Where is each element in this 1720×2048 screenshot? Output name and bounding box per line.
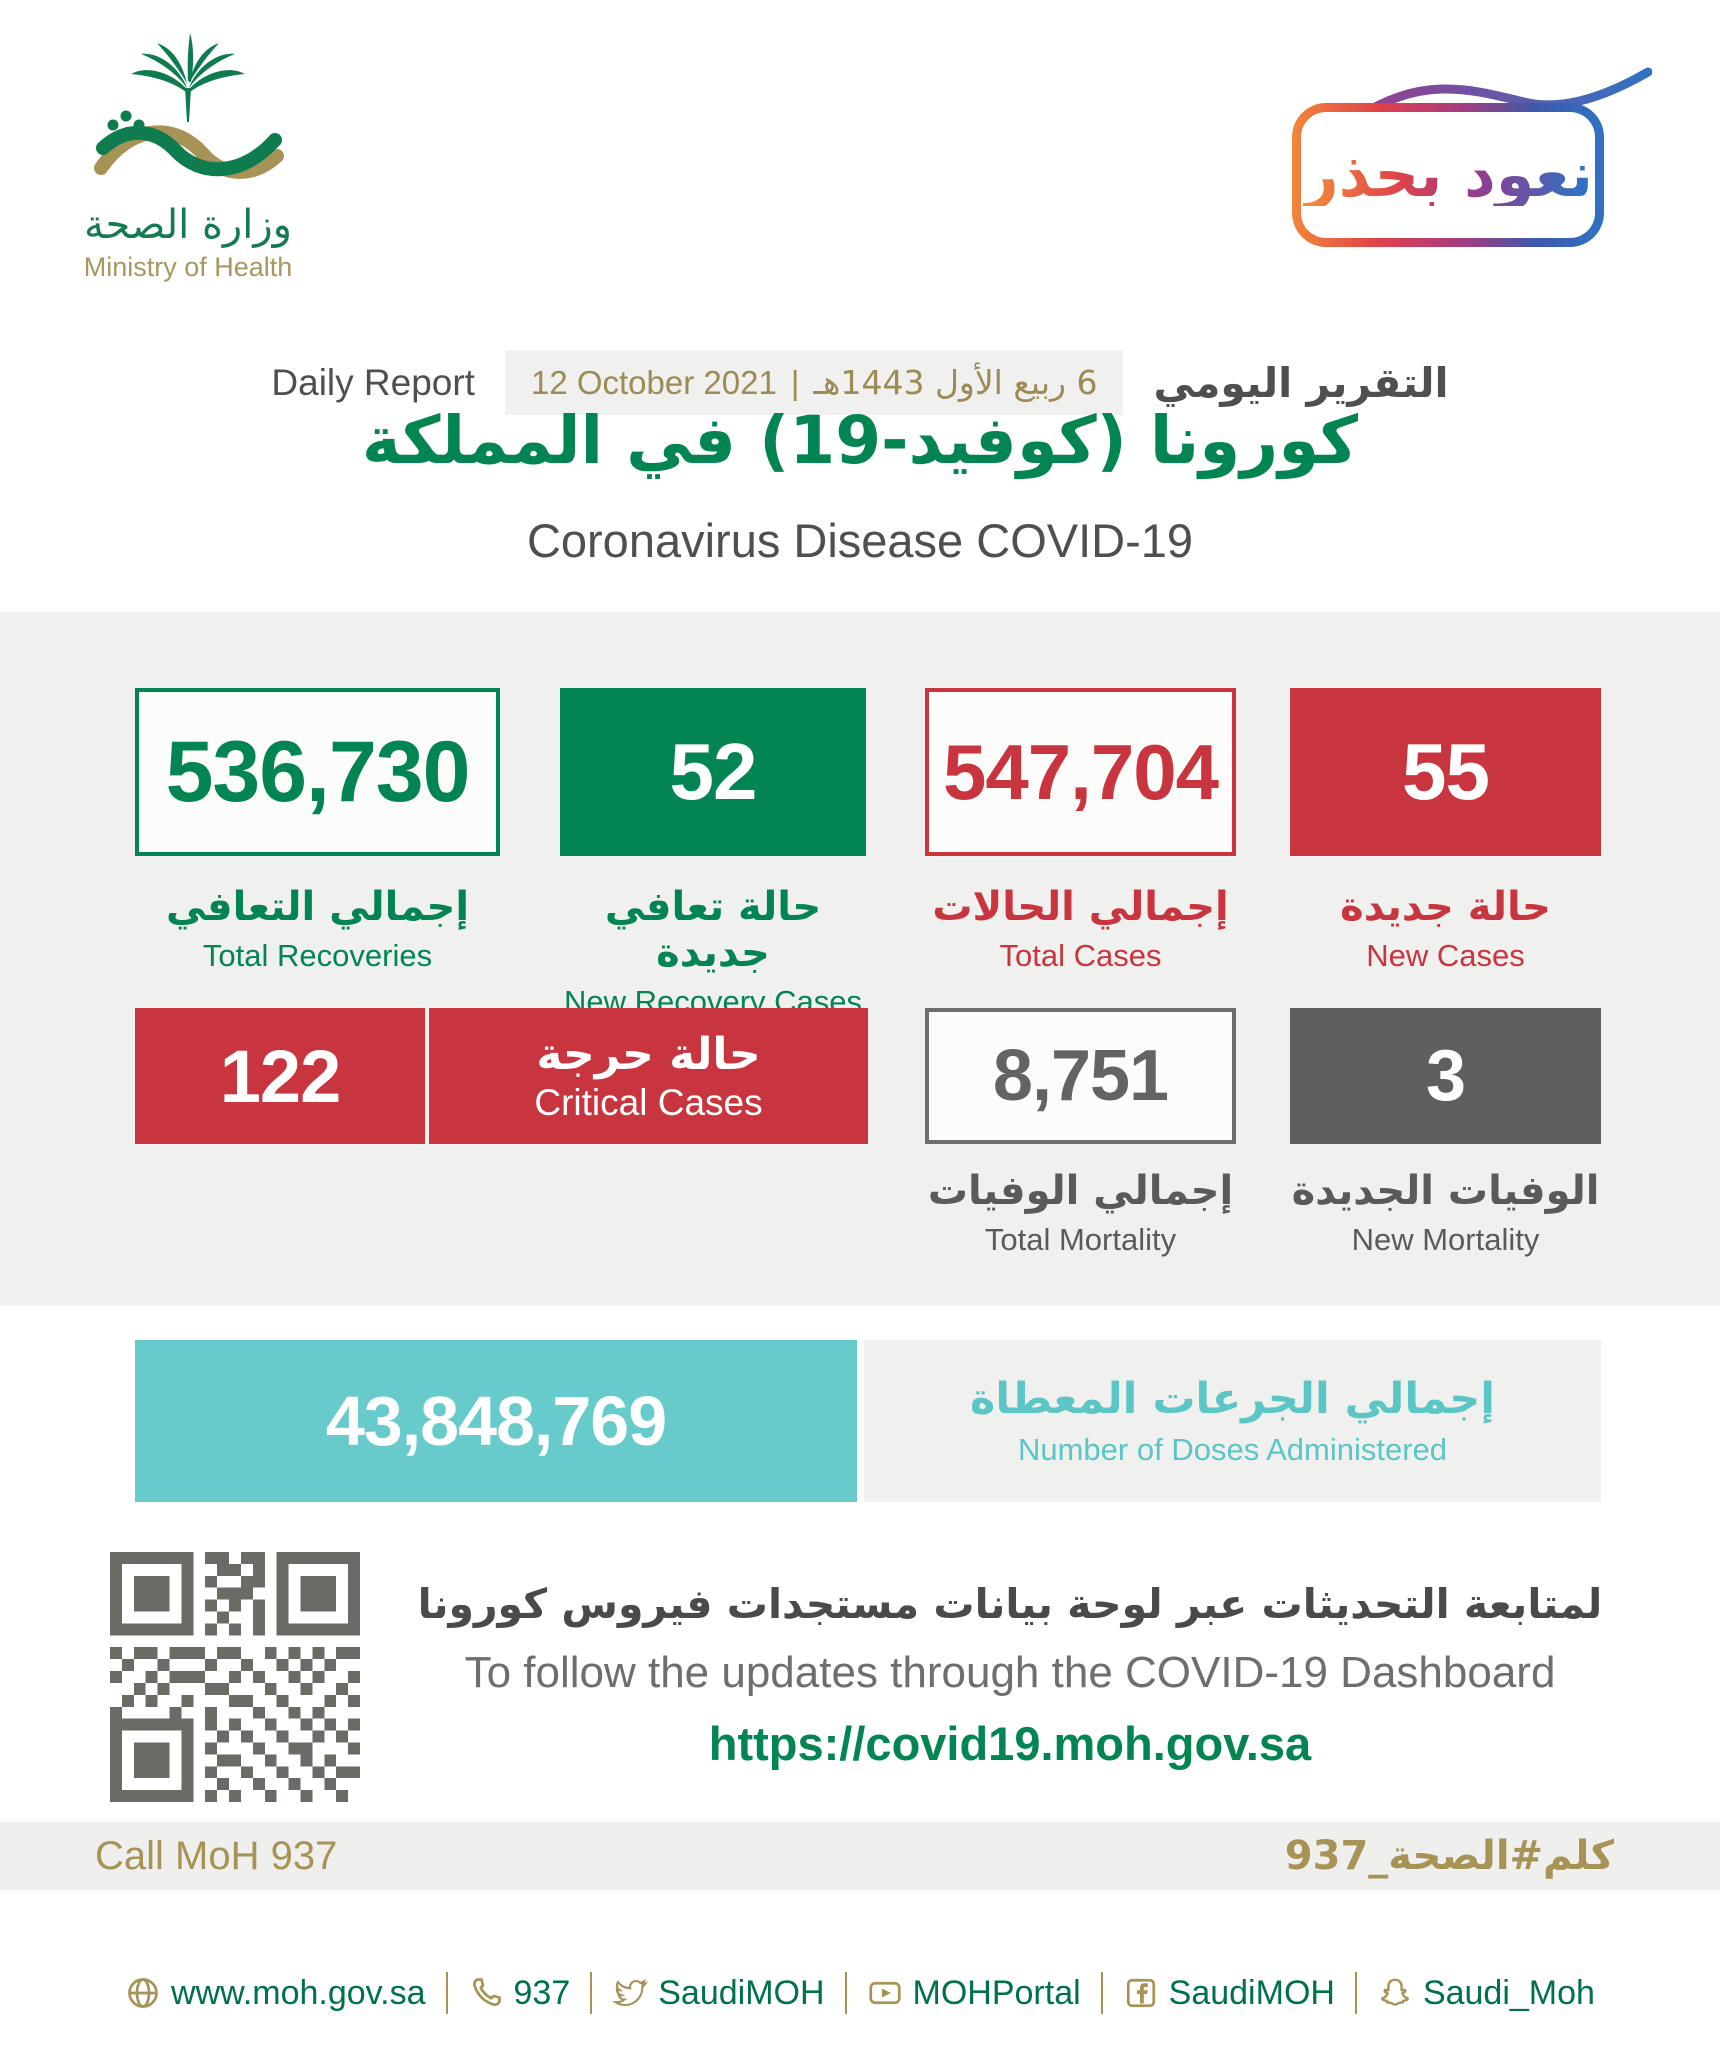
youtube-icon [868,1981,901,2005]
total-recoveries-value: 536,730 [135,688,500,856]
doses-banner: 43,848,769 إجمالي الجرعات المعطاة Number… [135,1340,1601,1502]
doses-label-en: Number of Doses Administered [1017,1432,1448,1467]
dashboard-note-en: To follow the updates through the COVID-… [464,1648,1556,1697]
logo-title-arabic: وزارة الصحة [84,202,292,248]
new-mortality-label: الوفيات الجديدة New Mortality [1290,1168,1601,1258]
critical-cases-label: حالة حرجة Critical Cases [429,1008,868,1144]
total-mortality-label-en: Total Mortality [984,1222,1177,1257]
qr-code [110,1552,360,1802]
daily-report-label-en: Daily Report [271,361,475,403]
footer-separator [1100,1972,1103,2014]
call-moh-label: Call MoH 937 [95,1834,338,1878]
footer-item-website[interactable]: www.moh.gov.sa [125,1973,426,2013]
footer-item-snapchat[interactable]: Saudi_Moh [1377,1974,1595,2013]
snapchat-icon [1381,1978,1409,2006]
dashboard-note: لمتابعة التحديثات عبر لوحة بيانات مستجدا… [380,1580,1640,1771]
new-mortality-label-en: New Mortality [1351,1222,1540,1257]
total-cases-label-en: Total Cases [999,938,1162,973]
infinity-swoosh-icon [94,125,284,179]
critical-cases-label-ar: حالة حرجة [536,1028,761,1080]
footer-label-youtube: MOHPortal [912,1973,1081,2012]
doses-value: 43,848,769 [135,1340,857,1502]
footer-links: www.moh.gov.sa 937 SaudiMOH MOHPortal [0,1958,1720,2028]
footer-item-twitter[interactable]: SaudiMOH [612,1973,825,2013]
logo-dots [107,110,145,131]
footer-label-phone: 937 [513,1973,571,2012]
globe-icon [128,1978,158,2008]
dashboard-url-link[interactable]: https://covid19.moh.gov.sa [708,1717,1312,1770]
new-recovery-cases-label-ar: حالة تعافي جديدة [604,884,822,976]
total-recoveries-label: إجمالي التعافي Total Recoveries [135,884,500,974]
page-title-english: Coronavirus Disease COVID-19 [526,514,1194,567]
footer-separator [445,1972,448,2014]
new-cases-label-en: New Cases [1366,938,1525,973]
critical-cases-label-en: Critical Cases [534,1081,763,1123]
call-band: Call MoH 937 كلم#الصحة_937 [0,1822,1720,1890]
page-title-arabic: كورونا (كوفيد-19) في المملكة [361,402,1359,479]
critical-cases-value: 122 [135,1008,425,1144]
new-recovery-cases-label: حالة تعافي جديدة New Recovery Cases [560,884,866,1020]
total-mortality-value: 8,751 [925,1008,1236,1144]
total-mortality-label-ar: إجمالي الوفيات [927,1168,1234,1214]
moh-logo: وزارة الصحة Ministry of Health [62,28,314,283]
footer-separator [1354,1972,1357,2014]
call-hashtag-label: كلم#الصحة_937 [1284,1833,1614,1879]
total-recoveries-label-en: Total Recoveries [202,938,433,973]
total-recoveries-label-ar: إجمالي التعافي [165,884,470,930]
footer-item-facebook[interactable]: SaudiMOH [1123,1974,1335,2013]
report-date-box: 12 October 2021 | 6 ربيع الأول 1443هـ [504,350,1124,415]
footer-item-phone[interactable]: 937 [468,1973,571,2013]
palm-tree-icon [131,33,245,122]
footer-label-snapchat: Saudi_Moh [1422,1973,1595,2012]
new-cases-label: حالة جديدة New Cases [1290,884,1601,974]
total-cases-value: 547,704 [925,688,1236,856]
total-cases-label: إجمالي الحالات Total Cases [925,884,1236,974]
moh-logo-emblem [94,33,284,179]
doses-label-ar: إجمالي الجرعات المعطاة [969,1374,1496,1424]
twitter-icon [612,1979,649,2007]
report-date-gregorian: 12 October 2021 [530,363,777,401]
new-cases-value: 55 [1290,688,1601,856]
badge-swoosh-icon [1352,67,1652,123]
daily-report-label-ar: التقرير اليومي [1153,358,1449,407]
logo-title-english: Ministry of Health [83,252,293,282]
date-separator: | [790,363,800,401]
new-cases-label-ar: حالة جديدة [1340,884,1551,930]
dashboard-note-ar: لمتابعة التحديثات عبر لوحة بيانات مستجدا… [417,1580,1603,1628]
badge-inner: نعود بحذر [1301,112,1595,238]
footer-label-twitter: SaudiMOH [658,1973,825,2012]
footer-separator [844,1972,847,2014]
facebook-icon [1126,1978,1155,2008]
footer-item-youtube[interactable]: MOHPortal [867,1974,1081,2013]
date-row: Daily Report 12 October 2021 | 6 ربيع ال… [0,350,1720,415]
report-date-hijri: 6 ربيع الأول 1443هـ [813,363,1098,402]
phone-icon [472,1978,501,2006]
footer-separator [590,1972,593,2014]
footer-label-facebook: SaudiMOH [1168,1973,1335,2012]
total-mortality-label: إجمالي الوفيات Total Mortality [925,1168,1236,1258]
doses-divider [857,1340,864,1502]
badge-slogan: نعود بحذر [1302,138,1594,211]
new-recovery-cases-value: 52 [560,688,866,856]
doses-label: إجمالي الجرعات المعطاة Number of Doses A… [864,1340,1601,1502]
total-cases-label-ar: إجمالي الحالات [932,884,1229,930]
new-mortality-value: 3 [1290,1008,1601,1144]
footer-label-website: www.moh.gov.sa [171,1973,426,2012]
return-with-caution-badge: نعود بحذر [1292,103,1604,247]
new-mortality-label-ar: الوفيات الجديدة [1291,1168,1600,1214]
